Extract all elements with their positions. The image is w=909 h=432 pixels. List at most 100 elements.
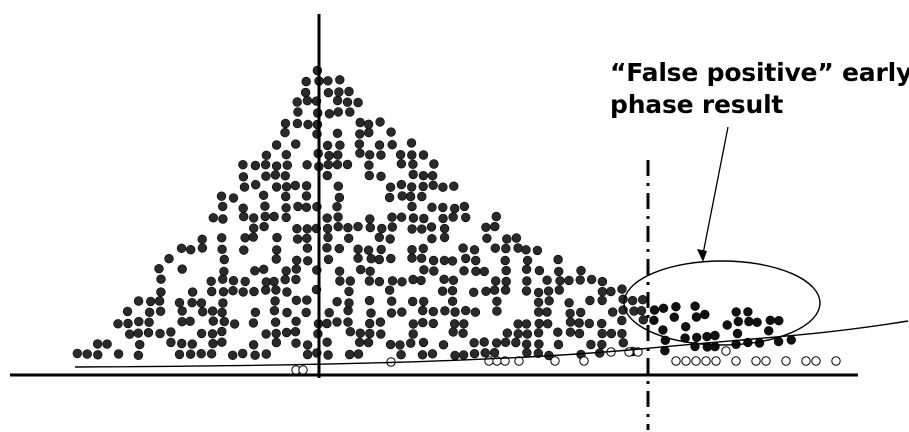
filled-dot xyxy=(447,256,458,266)
filled-dot xyxy=(291,274,301,285)
filled-dot xyxy=(490,221,500,232)
filled-dot xyxy=(458,243,468,253)
filled-dot xyxy=(301,202,312,213)
filled-dot xyxy=(174,349,185,360)
filled-dot xyxy=(511,337,521,348)
filled-dot xyxy=(198,307,208,317)
filled-dot xyxy=(428,255,439,266)
filled-dot xyxy=(575,307,586,318)
filled-dot xyxy=(335,140,345,150)
filled-dot xyxy=(700,309,710,320)
filled-dot xyxy=(586,339,596,350)
filled-dot xyxy=(303,256,313,266)
filled-dot xyxy=(293,201,303,212)
filled-dot xyxy=(534,265,545,276)
filled-dot xyxy=(345,276,355,286)
filled-dot xyxy=(439,255,450,266)
filled-dot xyxy=(429,266,439,276)
filled-dot xyxy=(301,307,311,318)
filled-dot xyxy=(217,337,227,347)
filled-dot xyxy=(461,212,471,223)
filled-dot xyxy=(332,202,342,212)
filled-dot xyxy=(408,169,418,180)
filled-dot xyxy=(555,276,565,286)
filled-dot xyxy=(334,87,344,97)
filled-dot xyxy=(744,316,754,327)
filled-dot xyxy=(408,319,418,329)
filled-dot xyxy=(427,202,437,213)
false-positive-ellipse xyxy=(623,260,821,346)
filled-dot xyxy=(290,180,300,191)
filled-dot xyxy=(597,328,607,339)
filled-dot xyxy=(606,328,617,339)
filled-dot xyxy=(617,328,627,339)
filled-dot xyxy=(238,203,248,213)
filled-dot xyxy=(282,307,292,318)
filled-dot xyxy=(542,307,552,317)
filled-dot xyxy=(272,232,282,243)
filled-dot xyxy=(618,338,628,348)
filled-dot xyxy=(364,170,374,181)
filled-dot xyxy=(564,275,574,286)
filled-dot xyxy=(513,243,523,253)
filled-dot xyxy=(384,192,395,203)
open-dot xyxy=(751,356,761,366)
filled-dot xyxy=(618,294,628,304)
filled-dot xyxy=(502,328,512,338)
open-dot xyxy=(831,356,841,366)
filled-dot xyxy=(333,150,343,160)
filled-dot xyxy=(187,339,198,349)
filled-dot xyxy=(365,318,375,329)
filled-dot xyxy=(459,319,469,329)
filled-dot xyxy=(553,254,563,265)
filled-dot xyxy=(417,224,427,234)
filled-dot xyxy=(293,107,303,117)
filled-dot xyxy=(649,305,660,315)
filled-dot xyxy=(333,181,343,191)
filled-dot xyxy=(439,274,449,284)
filled-dot xyxy=(239,182,250,192)
filled-dot xyxy=(710,341,720,352)
open-dot xyxy=(731,356,741,366)
filled-dot xyxy=(208,338,218,349)
filled-dot xyxy=(322,318,332,329)
filled-dot xyxy=(481,286,491,296)
filled-dot xyxy=(731,307,741,317)
filled-dot xyxy=(282,160,292,170)
filled-dot xyxy=(364,160,374,170)
filled-dot xyxy=(511,233,522,243)
filled-dot xyxy=(553,327,563,337)
filled-dot xyxy=(269,211,279,222)
filled-dot xyxy=(228,350,238,360)
filled-dot xyxy=(521,286,532,296)
filled-dot xyxy=(553,266,564,277)
filled-dot xyxy=(258,190,269,201)
filled-dot xyxy=(344,86,354,97)
open-dot xyxy=(761,356,771,366)
filled-dot xyxy=(217,307,227,318)
filled-dot xyxy=(428,306,438,317)
filled-dot xyxy=(302,224,312,234)
filled-dot xyxy=(207,306,218,316)
filled-dot xyxy=(345,327,355,337)
filled-dot xyxy=(280,127,290,138)
filled-dot xyxy=(461,305,471,316)
filled-dots xyxy=(72,65,796,361)
filled-dot xyxy=(490,243,500,253)
filled-dot xyxy=(323,160,333,170)
filled-dot xyxy=(374,276,385,287)
filled-dot xyxy=(438,202,448,213)
filled-dot xyxy=(397,277,407,287)
filled-dot xyxy=(280,171,290,181)
filled-dot xyxy=(522,329,533,339)
filled-dot xyxy=(428,318,438,329)
filled-dot xyxy=(691,332,702,343)
filled-dot xyxy=(219,316,230,327)
filled-dot xyxy=(387,140,397,150)
filled-dot xyxy=(459,201,470,212)
filled-dot xyxy=(387,296,397,306)
filled-dot xyxy=(471,266,481,276)
filled-dot xyxy=(208,316,219,326)
filled-dot xyxy=(164,254,174,264)
filled-dot xyxy=(408,296,418,307)
